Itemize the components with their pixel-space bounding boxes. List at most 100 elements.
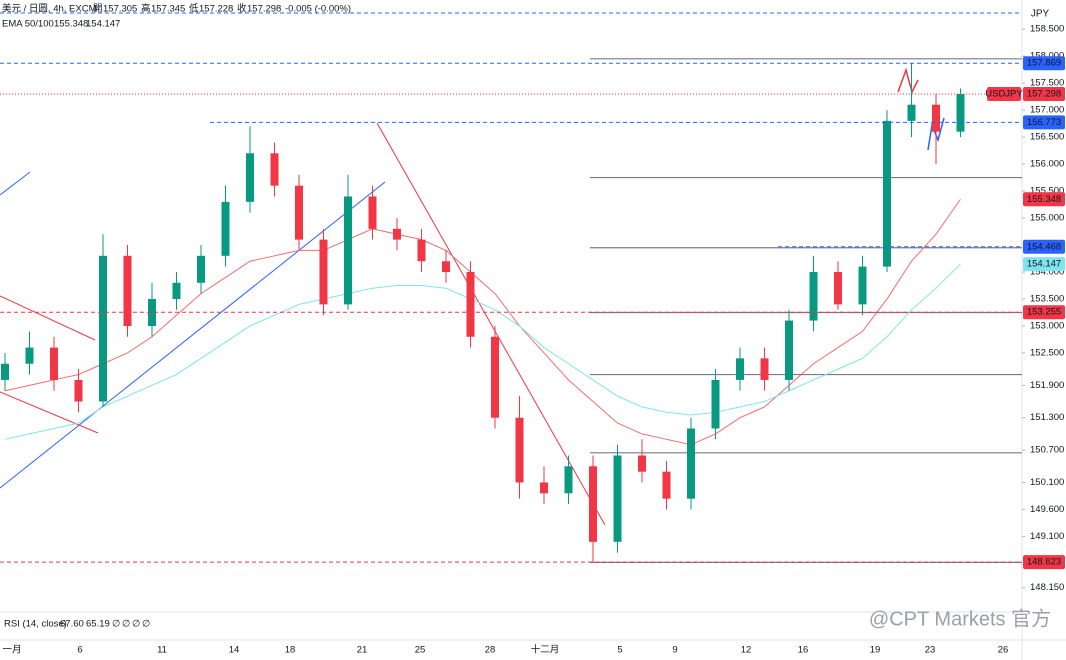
candle-body [221,201,230,256]
symbol-badge [987,87,1021,102]
candle-body [932,104,940,132]
x-tick-label: 9 [672,645,677,656]
candle-body [368,196,377,229]
candle-body [687,428,695,499]
candle-body [613,455,622,542]
price-badge [1023,305,1065,320]
x-tick-label: 19 [870,645,881,656]
x-tick-label: 12 [741,645,752,656]
candle-body [74,379,83,402]
ema-label: EMA 50/100 [2,19,54,30]
x-tick-label: 18 [285,645,296,656]
symbol-badge-label: USDJPY [985,89,1023,100]
candle-body [442,261,450,272]
y-tick-label: 149.100 [1030,531,1064,542]
x-tick-label: 6 [77,645,82,656]
ohlc-value: 157.228 [199,4,233,15]
x-tick-label: 16 [798,645,809,656]
y-tick-label: 155.500 [1030,186,1064,197]
channel-line [0,295,96,341]
candle-body [99,255,107,402]
channel-line [0,391,99,434]
y-tick-label: 153.500 [1030,293,1064,304]
price-badge [1023,555,1065,570]
rsi-value: ∅ [112,619,120,630]
candle-body [711,379,720,429]
y-tick-label: 157.500 [1030,78,1064,89]
y-tick-label: 150.700 [1030,445,1064,456]
y-tick-label: 156.500 [1030,132,1064,143]
x-tick-label: 28 [485,645,496,656]
candle-body [393,228,401,240]
x-tick-label: 25 [415,645,426,656]
candle-body [417,239,426,262]
x-tick-label: 一月 [2,645,21,656]
candle-body [50,347,58,380]
candle-body [270,153,279,186]
y-tick-label: 150.100 [1030,477,1064,488]
ohlc-value: 157.298 [247,4,281,15]
price-badge [1023,87,1065,102]
y-tick-label: 157.000 [1030,105,1064,116]
ohlc-value: 157.305 [103,4,137,15]
ema-value: 154.147 [86,19,120,30]
ohlc-value: 157.345 [151,4,185,15]
candle-body [834,272,842,305]
candle-body [809,272,818,321]
change-value: -0.005 (-0.00%) [285,4,351,15]
x-tick-label: 21 [357,645,368,656]
candle-body [785,320,793,380]
rsi-value: ∅ [132,619,140,630]
candle-body [883,120,891,267]
ohlc-name: 收 [237,3,247,15]
wave-drawing [927,117,945,151]
candle-body [319,239,328,305]
y-tick-label: 149.600 [1030,504,1064,515]
candle-body [466,272,475,337]
price-badge-label: 148.623 [1027,557,1061,568]
price-badge-label: 156.773 [1027,117,1061,128]
candle-body [956,94,965,132]
candle-body [540,482,548,494]
candle-body [197,255,205,283]
price-badge-label: 154.468 [1027,241,1061,252]
candle-body [246,153,254,202]
x-tick-label: 十二月 [531,644,560,656]
candle-body [858,266,867,305]
drawings [0,67,945,526]
wave-drawing [897,67,919,95]
price-badge-label: 157.869 [1027,58,1061,69]
y-tick-label: 153.000 [1030,320,1064,331]
y-tick-label: 154.000 [1030,267,1064,278]
candle-body [491,336,499,418]
ohlc-name: 高 [141,3,151,15]
watermark: @CPT Markets 官方 [869,607,1051,630]
candle-body [638,455,646,472]
ema-value: 155.348 [54,19,88,30]
price-badge [1023,192,1065,207]
candle-body [736,358,744,380]
candle-body [25,347,34,364]
y-tick-label: 151.900 [1030,380,1064,391]
currency-label: JPY [1031,9,1050,20]
candle-body [123,255,132,326]
candle-body [1,363,9,380]
price-badge [1023,115,1065,130]
x-tick-label: 11 [157,645,167,656]
candle-body [295,185,303,240]
y-tick-label: 151.300 [1030,412,1064,423]
y-tick-label: 152.500 [1030,347,1064,358]
y-tick-label: 158.500 [1030,24,1064,35]
symbol-title: 美元 / 日圆, 4h, EXCM [2,3,97,15]
candle-body [760,358,769,380]
rsi-value: ∅ [142,619,150,630]
price-badge-label: 155.348 [1027,194,1061,205]
ema-line [4,198,961,446]
y-tick-label: 155.000 [1030,213,1064,224]
x-tick-label: 26 [998,645,1009,656]
y-tick-label: 156.000 [1030,159,1064,170]
x-tick-label: 23 [925,645,936,656]
price-badge [1023,257,1065,272]
